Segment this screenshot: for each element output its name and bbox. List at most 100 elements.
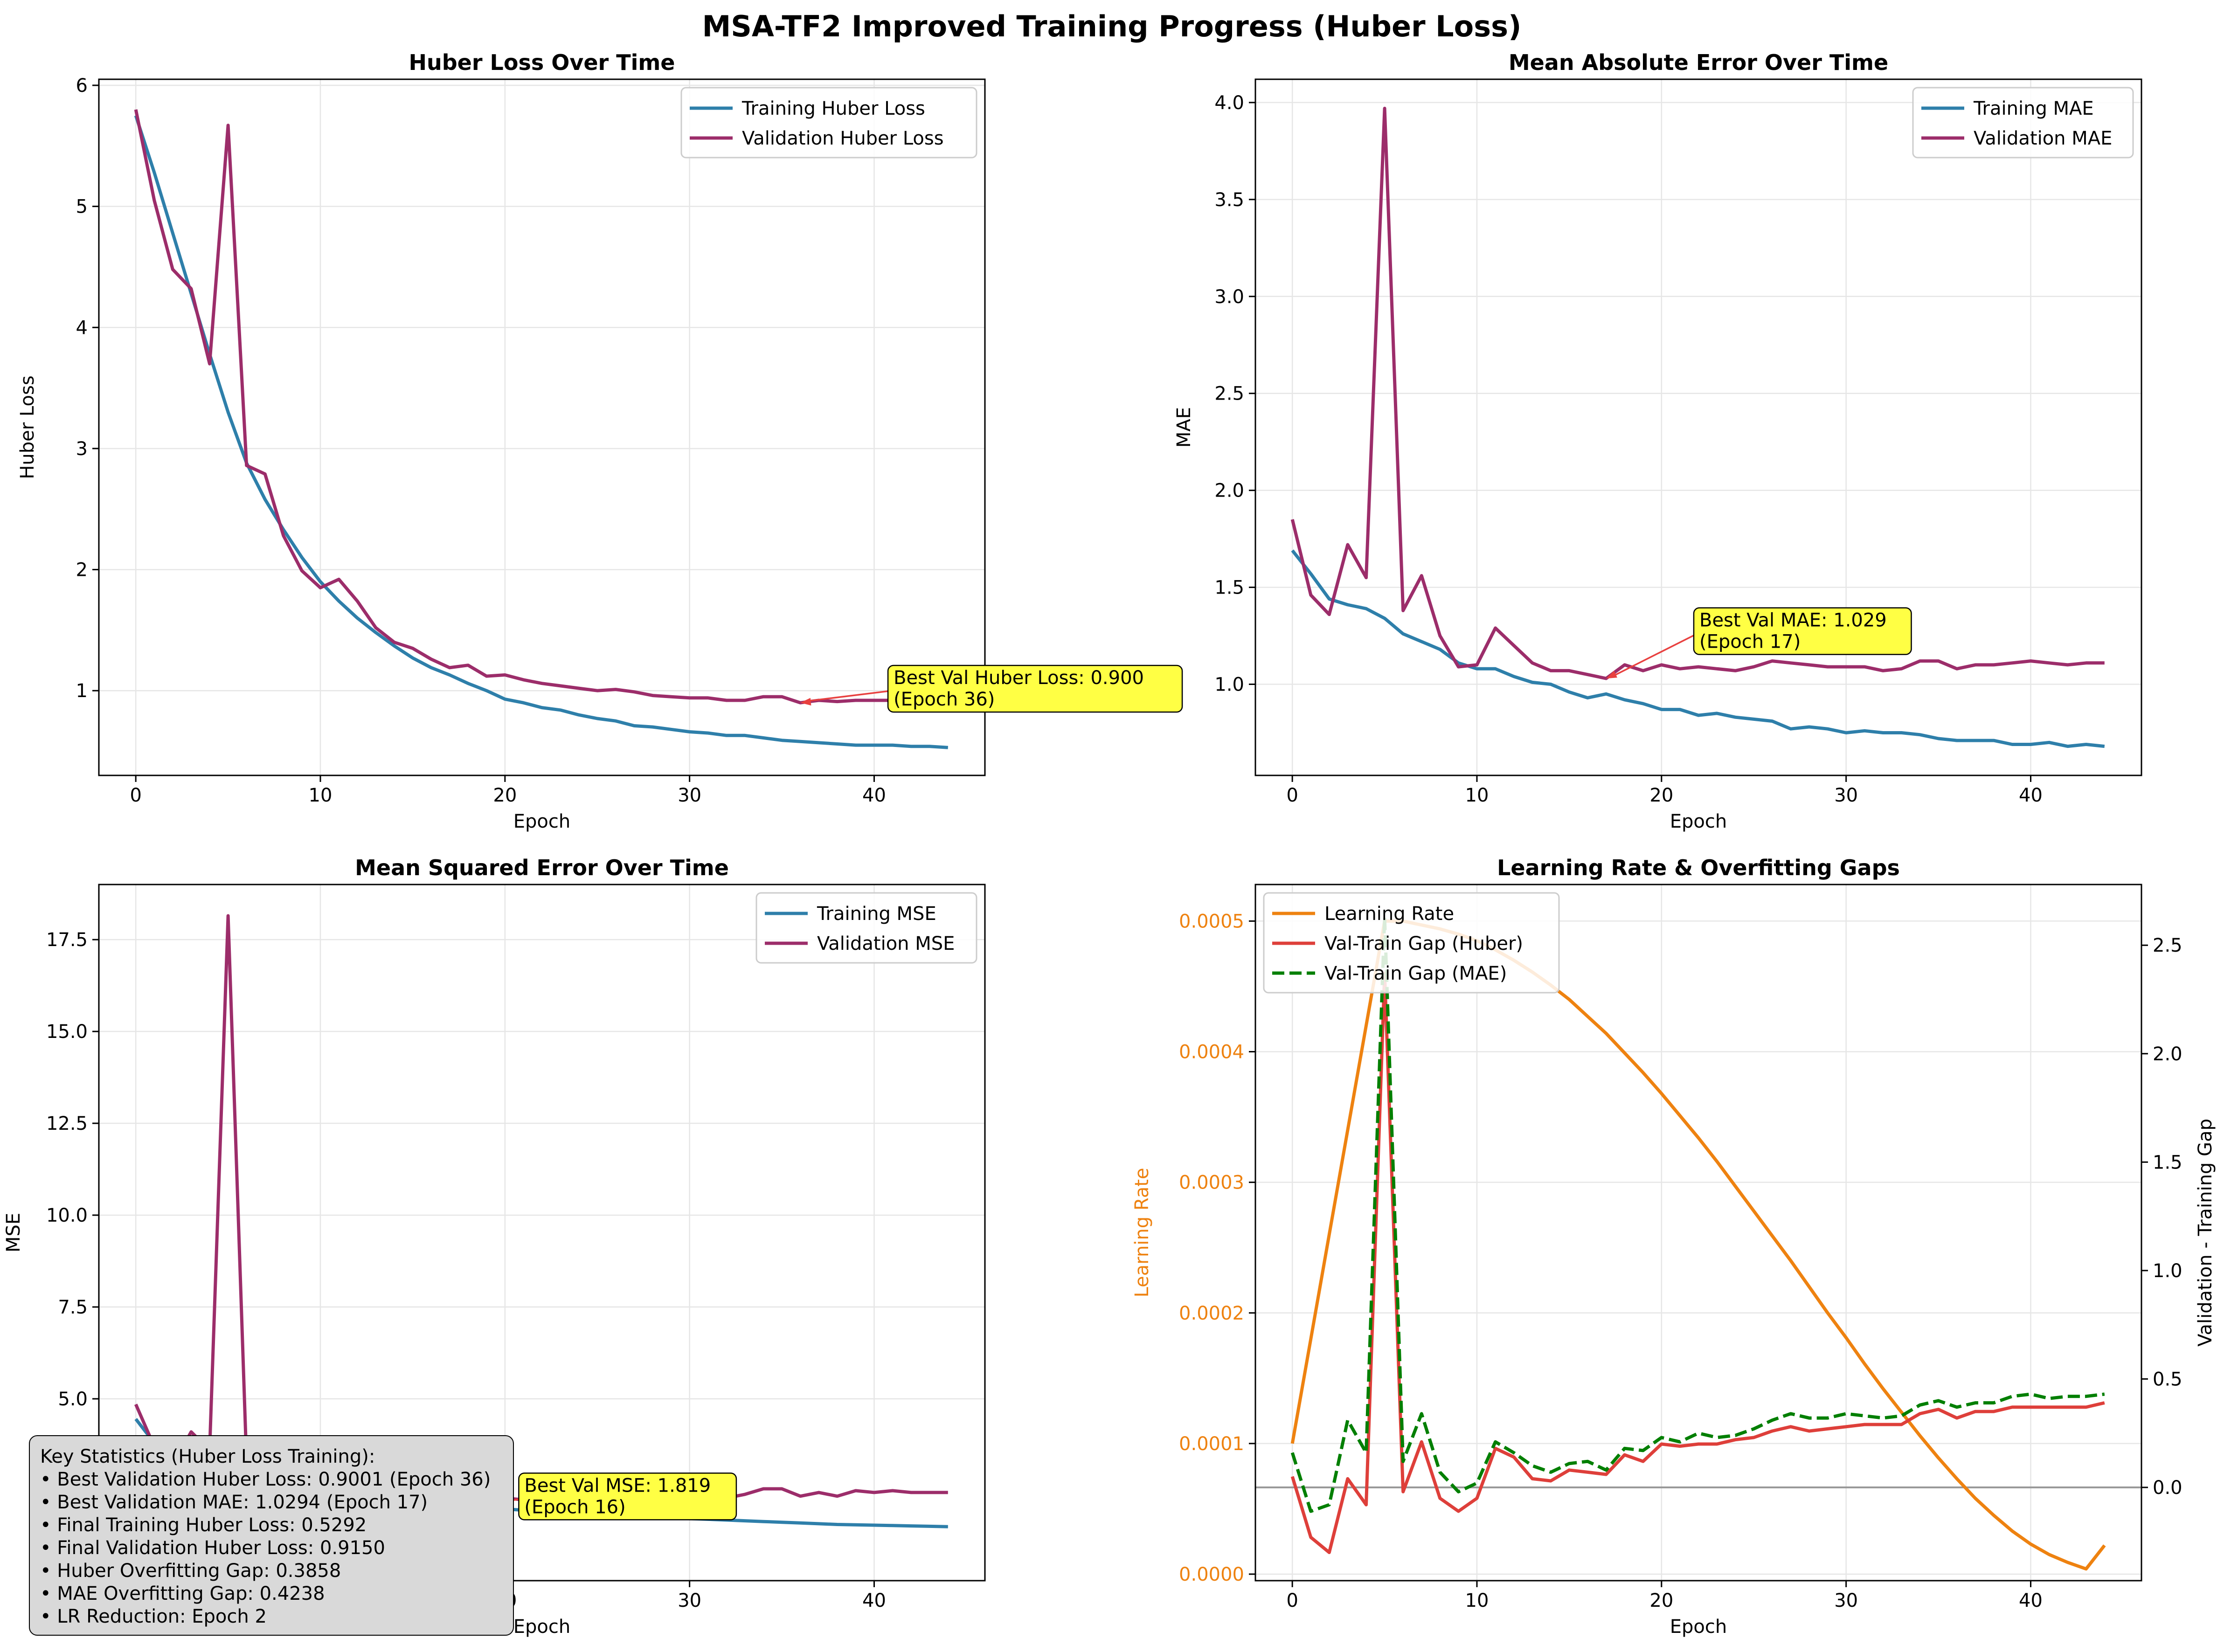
y-tick-label: 10.0 xyxy=(46,1205,88,1226)
legend-entry: Validation Huber Loss xyxy=(742,128,944,149)
legend: Learning Rate Val-Train Gap (Huber) Val-Tr… xyxy=(1263,892,1560,994)
y-axis-label: Learning Rate xyxy=(1131,1168,1153,1297)
series-line-training-mae xyxy=(1291,549,2105,748)
series-line-training-huber-loss xyxy=(134,115,949,749)
y-tick-label: 6 xyxy=(76,75,88,97)
series-line-validation-huber-loss xyxy=(134,109,949,705)
annotation-box xyxy=(1693,607,1912,655)
stats-line: • Final Training Huber Loss: 0.5292 xyxy=(40,1514,367,1536)
x-tick-label: 10 xyxy=(1465,1590,1489,1611)
x-tick-label: 0 xyxy=(130,785,141,806)
x-axis-label: Epoch xyxy=(1670,811,1727,832)
figure-title: MSA-TF2 Improved Training Progress (Hube… xyxy=(702,9,1522,43)
stats-title: Key Statistics (Huber Loss Training): xyxy=(40,1446,375,1467)
key-statistics-box: Key Statistics (Huber Loss Training): • … xyxy=(29,1435,514,1636)
y-tick-label: 5 xyxy=(76,196,88,218)
x-tick-label: 40 xyxy=(2019,1590,2043,1611)
chart-panel-4: 0 10 20 30 40 0.0000 0.0001 0.0002 0.0003 0.0004 0… xyxy=(1131,855,2216,1638)
y-tick-label: 7.5 xyxy=(58,1297,88,1318)
x-tick-label: 40 xyxy=(2019,785,2043,806)
stats-line: • Best Validation Huber Loss: 0.9001 (Ep… xyxy=(40,1469,491,1490)
legend-entry: Validation MAE xyxy=(1974,128,2112,149)
legend-entry: Val-Train Gap (MAE) xyxy=(1324,963,1507,984)
legend-entry: Learning Rate xyxy=(1324,903,1454,925)
y-axis-label: MSE xyxy=(3,1213,24,1252)
plot-frame xyxy=(1254,884,2142,1582)
x-axis-label: Epoch xyxy=(513,811,570,832)
stats-line: • Huber Overfitting Gap: 0.3858 xyxy=(40,1560,341,1582)
stats-line: • Best Validation MAE: 1.0294 (Epoch 17) xyxy=(40,1492,428,1513)
stats-line: • Final Validation Huber Loss: 0.9150 xyxy=(40,1537,385,1559)
x-tick-label: 0 xyxy=(1286,1590,1298,1611)
y-tick-label: 0.0002 xyxy=(1179,1303,1244,1324)
y-tick-label: 1.5 xyxy=(1214,577,1244,599)
y-tick-label: 0.0001 xyxy=(1179,1433,1244,1455)
annotation-text: (Epoch 17) xyxy=(1699,631,1801,653)
best-value-annotation: Best Val MSE: 1.819(Epoch 16) xyxy=(431,1472,737,1521)
x-tick-label: 30 xyxy=(1834,1590,1858,1611)
y-tick-label-right: 2.0 xyxy=(2153,1044,2182,1065)
chart-title: Mean Squared Error Over Time xyxy=(355,855,729,880)
annotation-text: (Epoch 36) xyxy=(894,689,995,710)
annotation-box xyxy=(518,1472,737,1521)
y-tick-label: 3.5 xyxy=(1214,189,1244,211)
x-axis-label: Epoch xyxy=(513,1616,570,1638)
annotation-arrowhead xyxy=(1606,670,1617,679)
x-tick-label: 40 xyxy=(862,785,886,806)
annotation-text: Best Val MSE: 1.819 xyxy=(524,1475,711,1496)
legend: Training Huber Loss Validation Huber Loss xyxy=(680,87,977,159)
y-tick-label-right: 2.5 xyxy=(2153,935,2182,956)
x-tick-label: 20 xyxy=(493,785,517,806)
stats-line: • MAE Overfitting Gap: 0.4238 xyxy=(40,1583,325,1604)
legend-entry: Val-Train Gap (Huber) xyxy=(1324,933,1523,954)
y-tick-label: 0.0005 xyxy=(1179,911,1244,932)
y-tick-label: 4 xyxy=(76,317,88,339)
legend-box xyxy=(1263,892,1560,994)
y-tick-label-right: 1.0 xyxy=(2153,1260,2182,1282)
annotation-text: Best Val MAE: 1.029 xyxy=(1699,610,1887,631)
chart-panel-2: 0 10 20 30 40 1.0 1.5 2.0 2.5 3.0 3.5 4.0 Mean Absol… xyxy=(1173,50,2142,832)
x-tick-label: 20 xyxy=(1649,1590,1673,1611)
x-tick-label: 0 xyxy=(1286,785,1298,806)
legend-entry: Training MAE xyxy=(1973,98,2094,119)
y-axis-label: MAE xyxy=(1173,407,1195,448)
plot-frame xyxy=(98,884,986,1582)
annotation-arrowhead xyxy=(800,698,811,706)
chart-panel-1: 0 10 20 30 40 1 2 3 4 5 6 Huber Loss Over Time Epoch… xyxy=(17,50,1183,832)
legend-box xyxy=(680,87,977,159)
y-axis-label: Huber Loss xyxy=(17,375,38,479)
legend-entry: Validation MSE xyxy=(817,933,955,954)
y-tick-label: 1.0 xyxy=(1214,674,1244,696)
chart-title: Learning Rate & Overfitting Gaps xyxy=(1497,855,1900,880)
y-tick-label: 0.0000 xyxy=(1179,1564,1244,1585)
x-tick-label: 20 xyxy=(1649,785,1673,806)
x-tick-label: 30 xyxy=(678,1590,701,1611)
y-tick-label: 17.5 xyxy=(46,929,88,951)
x-tick-label: 40 xyxy=(862,1590,886,1611)
annotation-text: (Epoch 16) xyxy=(524,1496,625,1518)
y-tick-label: 0.0003 xyxy=(1179,1172,1244,1194)
legend-box xyxy=(755,892,977,964)
annotation-arrow xyxy=(1610,632,1699,678)
y-tick-label: 0.0004 xyxy=(1179,1042,1244,1063)
y-tick-label: 5.0 xyxy=(58,1389,88,1410)
chart-title: Huber Loss Over Time xyxy=(409,50,675,75)
legend-entry: Training MSE xyxy=(817,903,936,925)
y-tick-label-right: 1.5 xyxy=(2153,1152,2182,1173)
y-tick-label: 1 xyxy=(76,680,88,702)
chart-title: Mean Absolute Error Over Time xyxy=(1509,50,1888,75)
best-value-annotation: Best Val MAE: 1.029(Epoch 17) xyxy=(1606,607,1912,679)
x-tick-label: 10 xyxy=(309,785,333,806)
legend-box xyxy=(1912,87,2134,159)
plot-frame xyxy=(1254,78,2142,776)
plot-frame xyxy=(98,78,986,776)
annotation-box xyxy=(887,664,1183,713)
x-axis-label: Epoch xyxy=(1670,1616,1727,1638)
x-tick-label: 30 xyxy=(678,785,701,806)
best-value-annotation: Best Val Huber Loss: 0.900(Epoch 36) xyxy=(800,664,1183,713)
series-line-learning-rate xyxy=(1290,919,2106,1571)
y-axis-label-right: Validation - Training Gap xyxy=(2195,1119,2216,1347)
y-tick-label: 2.5 xyxy=(1214,383,1244,405)
